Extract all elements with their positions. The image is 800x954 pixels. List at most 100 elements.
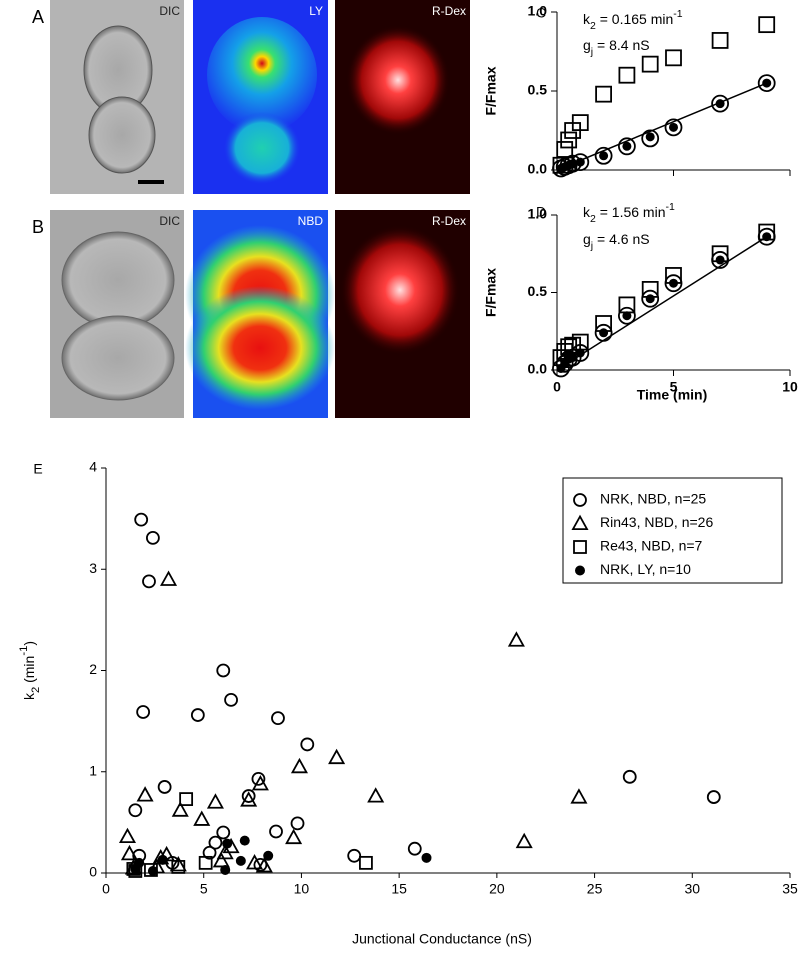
point	[711, 94, 729, 113]
point	[669, 278, 678, 288]
x-tick-label: 20	[489, 881, 505, 897]
point	[206, 793, 224, 809]
cell-signal	[340, 225, 460, 355]
point	[758, 16, 776, 34]
x-axis-label: Time (min)	[637, 387, 708, 403]
point	[179, 792, 194, 806]
point	[263, 850, 274, 861]
x-tick-label: 5	[200, 881, 208, 897]
point	[347, 848, 362, 863]
text-part: (min	[21, 656, 37, 687]
image-label: R-Dex	[432, 4, 466, 18]
point	[251, 771, 266, 786]
point	[216, 825, 231, 840]
point	[171, 801, 189, 817]
point	[136, 705, 151, 719]
point	[367, 787, 385, 803]
text-part: g	[583, 37, 591, 53]
point	[328, 748, 346, 765]
point	[300, 737, 315, 752]
point	[193, 810, 211, 826]
point	[571, 344, 590, 362]
cell-signal	[346, 25, 450, 135]
point	[618, 66, 636, 84]
cell-signal	[185, 286, 335, 410]
point	[560, 131, 578, 149]
point	[669, 122, 678, 132]
point	[290, 816, 305, 831]
x-tick-label: 30	[684, 881, 700, 897]
cell-signal	[224, 112, 300, 184]
panel-letter: B	[32, 217, 44, 237]
fit-line	[556, 82, 767, 171]
point	[142, 574, 156, 589]
point	[595, 85, 612, 103]
image-label: R-Dex	[432, 214, 466, 228]
y-tick-label: 0	[89, 864, 97, 880]
image-label: DIC	[159, 214, 180, 228]
point	[290, 757, 309, 774]
image-label: DIC	[159, 4, 180, 18]
cell	[61, 315, 175, 401]
point	[212, 851, 230, 868]
x-tick-label: 35	[782, 881, 798, 897]
panel-letter: E	[33, 461, 42, 477]
fit-line	[556, 236, 768, 371]
point	[251, 775, 269, 791]
panel-letter: A	[32, 7, 44, 27]
point	[255, 857, 273, 873]
text-part: -1	[18, 646, 30, 656]
x-axis-label: Junctional Conductance (nS)	[352, 931, 532, 947]
y-tick-label: 0.0	[528, 361, 548, 377]
point	[239, 835, 250, 846]
point	[147, 865, 158, 876]
text-part: = 8.4 nS	[593, 37, 649, 53]
point	[171, 860, 186, 874]
point	[240, 791, 258, 807]
text-part: = 0.165 min	[596, 11, 673, 27]
panel-b: B DIC NBD R-Dex	[32, 210, 470, 418]
legend-marker	[571, 514, 589, 530]
cell	[88, 96, 156, 174]
point	[711, 251, 729, 269]
point	[134, 512, 149, 527]
rich-text: k2 = 0.165 min-1	[583, 8, 683, 32]
cell-signal	[207, 17, 317, 133]
legend-box	[562, 477, 783, 584]
point	[571, 114, 589, 131]
point	[198, 855, 213, 870]
y-tick-label: 2	[89, 661, 97, 677]
text-part: -1	[673, 8, 682, 20]
point	[160, 570, 178, 586]
text-part: k	[21, 692, 37, 700]
y-tick-label: 0.5	[528, 283, 548, 299]
panel-letter: D	[536, 204, 546, 220]
legend-label: NRK, NBD, n=25	[600, 491, 706, 507]
point	[118, 827, 137, 844]
point	[120, 844, 138, 861]
x-tick-label: 10	[294, 881, 310, 897]
panel-a: A DIC LY R-Dex	[32, 0, 470, 194]
point	[235, 855, 246, 866]
point	[645, 294, 655, 304]
x-tick-label: 0	[553, 379, 561, 395]
point	[599, 151, 609, 161]
point	[241, 789, 256, 803]
point	[421, 852, 432, 863]
legend-label: NRK, LY, n=10	[600, 561, 691, 577]
point	[641, 55, 659, 73]
text-part: 2	[590, 20, 596, 32]
rich-text: k2 (min-1)	[18, 641, 42, 700]
point	[664, 118, 683, 137]
text-part: j	[590, 46, 593, 58]
y-tick-label: 1.0	[528, 3, 548, 19]
point	[711, 32, 729, 49]
scale-bar	[138, 180, 164, 184]
point	[136, 786, 154, 802]
cell	[61, 231, 175, 329]
point	[641, 129, 660, 148]
y-axis-label: F/Fmax	[483, 268, 499, 317]
rich-text: gj = 4.6 nS	[583, 231, 650, 252]
point	[157, 854, 168, 865]
